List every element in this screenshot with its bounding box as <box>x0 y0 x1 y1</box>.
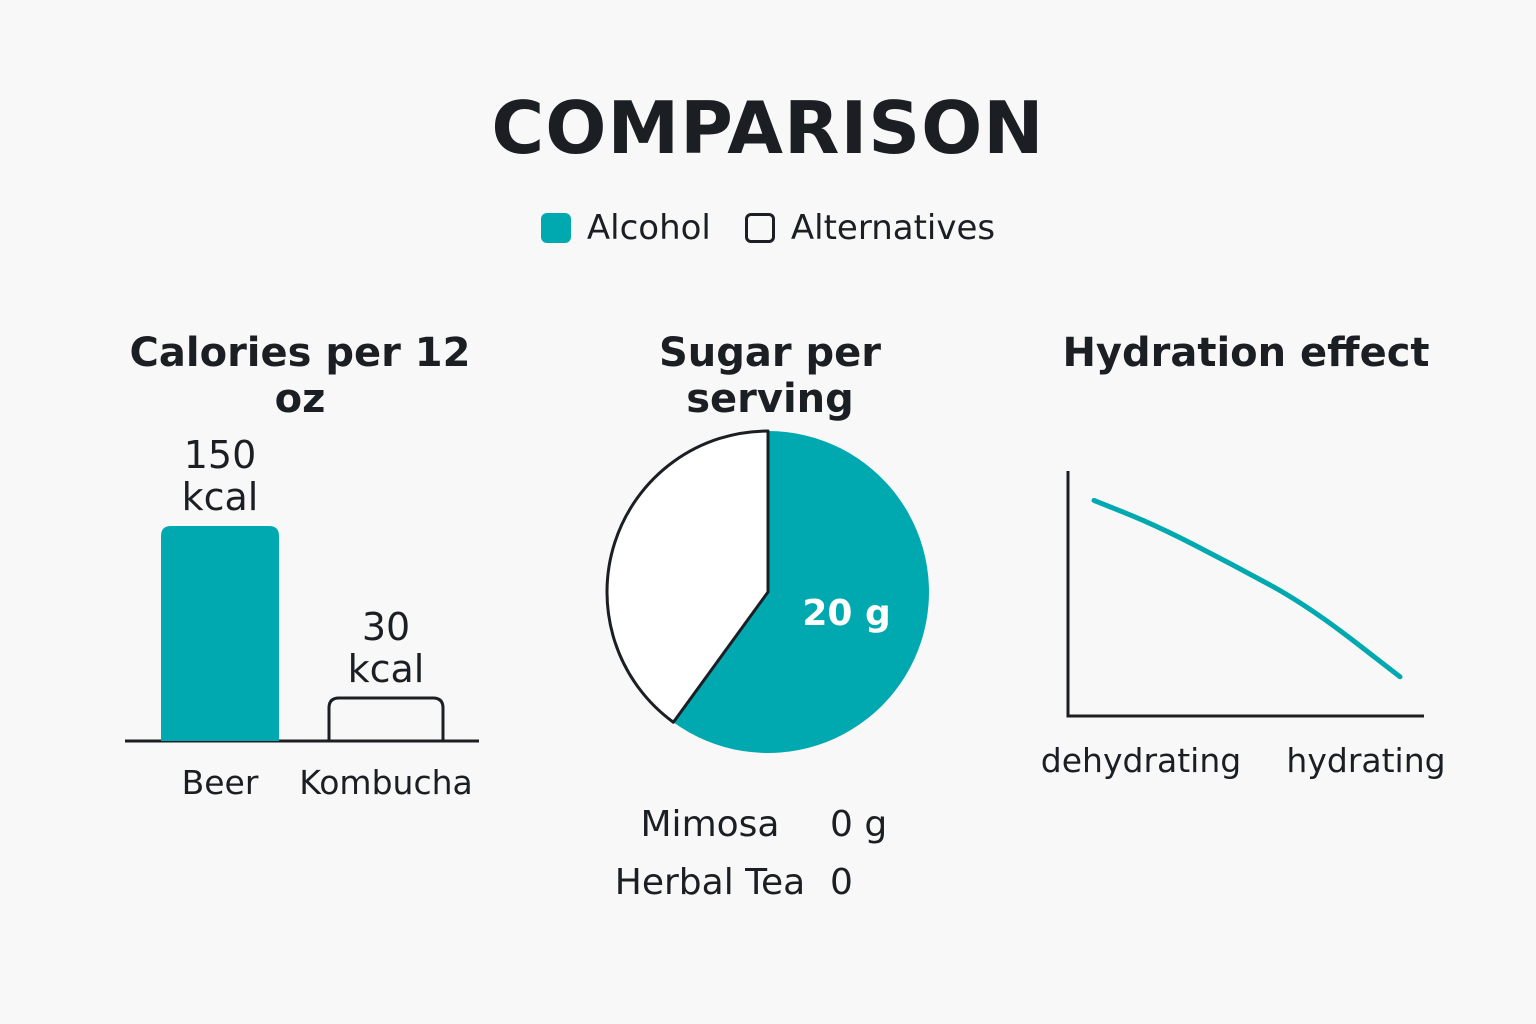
legend-label-alcohol: Alcohol <box>586 208 711 248</box>
bar-value-label: 150 <box>184 433 257 477</box>
bar-category-label: Kombucha <box>299 763 472 802</box>
pie-slice-alternatives <box>605 429 770 724</box>
sugar-row-name: Mimosa <box>640 803 780 845</box>
hydration-line <box>1091 497 1403 680</box>
hydration-chart-title: Hydration effect <box>1062 330 1430 376</box>
legend-label-alternatives: Alternatives <box>790 208 996 248</box>
sugar-table: Mimosa 0 g Herbal Tea 0 <box>600 795 920 911</box>
bar-unit-label: kcal <box>348 647 425 691</box>
x-tick-label-hydrating: hydrating <box>1286 741 1445 780</box>
pie-slice-label: 20 g <box>802 593 890 634</box>
sugar-row-value: 0 <box>830 861 853 903</box>
legend: Alcohol Alternatives <box>0 208 1536 248</box>
pie-slice-alcohol <box>673 431 929 753</box>
sugar-row-mimosa: Mimosa 0 g <box>600 795 920 853</box>
sugar-row-value: 0 g <box>830 803 888 845</box>
legend-swatch-outline <box>744 213 775 243</box>
bar-kombucha <box>327 696 445 741</box>
bar-value-label: 30 <box>362 605 410 649</box>
page-title: COMPARISON <box>491 86 1045 170</box>
bar-unit-label: kcal <box>182 475 259 519</box>
line-axes <box>1066 471 1424 718</box>
sugar-chart-title: Sugar per serving <box>658 330 882 422</box>
bar-beer <box>161 526 279 741</box>
sugar-row-name: Herbal Tea <box>614 861 806 903</box>
legend-item-alternatives: Alternatives <box>744 208 996 248</box>
x-tick-label-dehydrating: dehydrating <box>1041 741 1241 780</box>
legend-item-alcohol: Alcohol <box>540 208 711 248</box>
legend-swatch-filled <box>540 213 571 243</box>
sugar-row-herbal-tea: Herbal Tea 0 <box>600 853 920 911</box>
calories-chart-title: Calories per 12 oz <box>129 330 471 422</box>
bar-category-label: Beer <box>182 763 259 802</box>
